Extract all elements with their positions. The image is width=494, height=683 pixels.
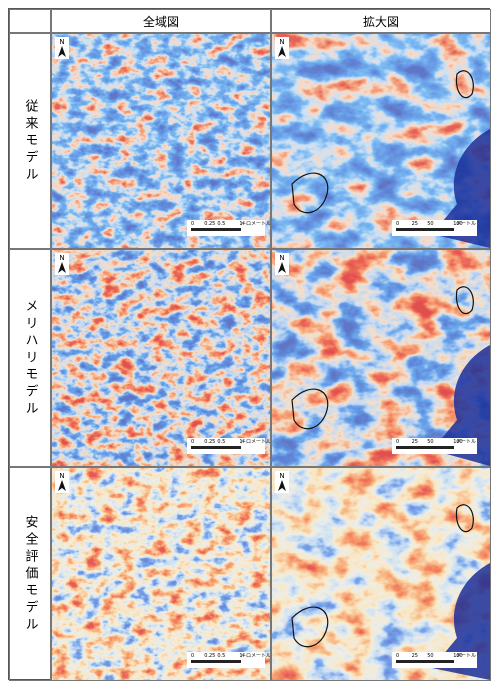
scale-tick-label: 0.25 (204, 221, 215, 227)
scale-unit: キロメートル (241, 653, 270, 659)
scale-tick-label: 50 (427, 221, 433, 227)
row-label: 安全評価モデル (9, 467, 51, 681)
scale-tick-label: 0 (396, 653, 399, 659)
map-image (52, 34, 270, 248)
corner (9, 9, 51, 33)
scale-unit: メートル (456, 221, 476, 227)
scale-tick-label: 0.25 (204, 653, 215, 659)
map-image (52, 468, 270, 680)
scale-tick-label: 50 (427, 439, 433, 445)
scale-unit: メートル (456, 439, 476, 445)
scale-tick-label: 0 (396, 439, 399, 445)
scale-bar (396, 228, 454, 231)
north-label: N (59, 254, 64, 262)
scale-tick-label: 0.5 (217, 439, 225, 445)
scale-bar (191, 446, 241, 449)
north-label: N (279, 38, 284, 46)
north-label: N (59, 38, 64, 46)
row-label: 従来モデル (9, 33, 51, 249)
scale-tick-label: 0 (396, 221, 399, 227)
scale-unit: キロメートル (241, 439, 270, 445)
column-header: 全域図 (51, 9, 271, 33)
north-label: N (279, 254, 284, 262)
column-header: 拡大図 (271, 9, 491, 33)
scale-tick-label: 0.5 (217, 221, 225, 227)
north-label: N (279, 472, 284, 480)
scale-bar (396, 660, 454, 663)
scale-bar (191, 660, 241, 663)
scale-tick-label: 0.5 (217, 653, 225, 659)
page: 全域図 拡大図 従来モデルN00.250.51キロメートルN02550100メー… (0, 0, 494, 683)
scale-unit: メートル (456, 653, 476, 659)
scale-tick-label: 0 (191, 439, 194, 445)
scale-tick-label: 25 (412, 439, 418, 445)
map-image (52, 250, 270, 466)
scale-tick-label: 0.25 (204, 439, 215, 445)
scale-tick-label: 25 (412, 221, 418, 227)
scale-tick-label: 0 (191, 653, 194, 659)
row-label: メリハリモデル (9, 249, 51, 467)
scale-bar (396, 446, 454, 449)
scale-tick-label: 0 (191, 221, 194, 227)
scale-bar (191, 228, 241, 231)
scale-unit: キロメートル (241, 221, 270, 227)
scale-tick-label: 25 (412, 653, 418, 659)
scale-tick-label: 50 (427, 653, 433, 659)
north-label: N (59, 472, 64, 480)
